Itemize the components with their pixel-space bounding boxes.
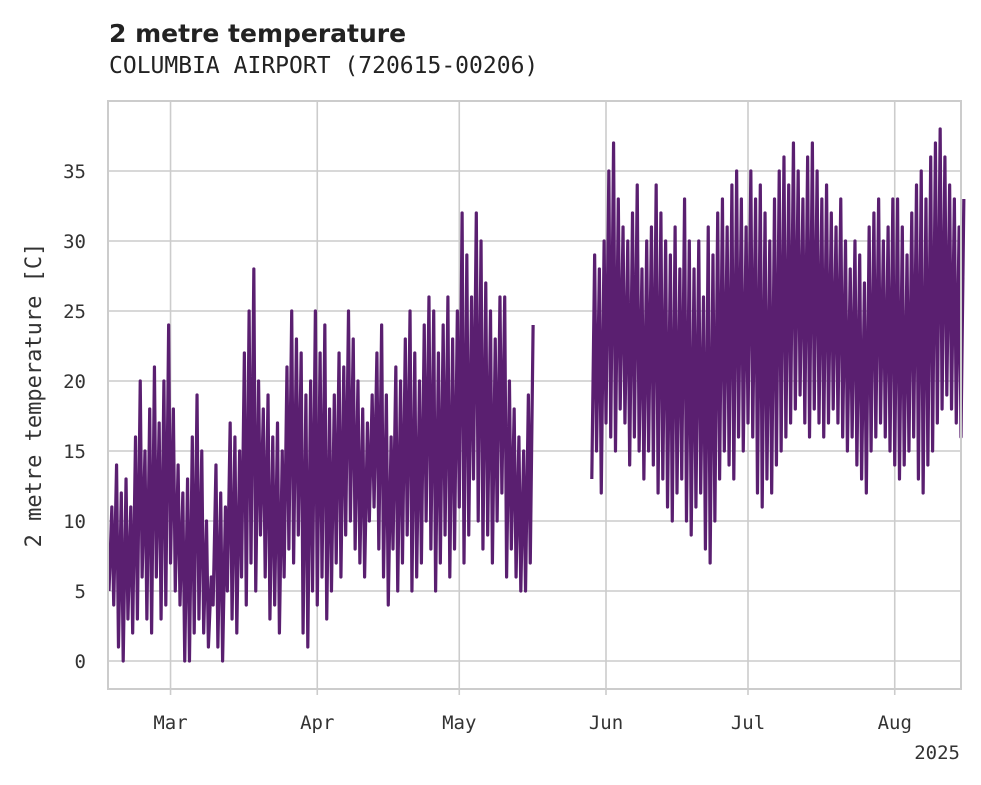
x-tick-label-jul: Jul (731, 712, 765, 734)
x-tick-label-apr: Apr (300, 712, 334, 734)
x-year-label: 2025 (914, 742, 960, 764)
series-line-segment-1 (107, 211, 535, 663)
y-tick-label-10: 10 (63, 511, 86, 533)
series-line-segment-2 (590, 127, 966, 565)
y-tick-label-20: 20 (63, 371, 86, 393)
x-tick-label-jun: Jun (589, 712, 623, 734)
x-axis-ticks: Mar Apr May Jun Jul Aug (153, 689, 912, 734)
y-tick-label-30: 30 (63, 231, 86, 253)
chart-title: 2 metre temperature (109, 19, 406, 48)
series-temperature (107, 127, 966, 663)
y-tick-label-35: 35 (63, 161, 86, 183)
chart-subtitle: COLUMBIA AIRPORT (720615-00206) (109, 53, 538, 79)
y-axis-label: 2 metre temperature [C] (22, 243, 47, 548)
y-axis-ticks: 0 5 10 15 20 25 30 35 (63, 161, 86, 673)
plot-frame (107, 100, 962, 690)
y-tick-label-5: 5 (75, 581, 86, 603)
y-tick-label-0: 0 (75, 651, 86, 673)
x-tick-label-aug: Aug (878, 712, 912, 734)
x-tick-label-mar: Mar (153, 712, 187, 734)
y-tick-label-25: 25 (63, 301, 86, 323)
y-tick-label-15: 15 (63, 441, 86, 463)
x-tick-label-may: May (442, 712, 476, 734)
